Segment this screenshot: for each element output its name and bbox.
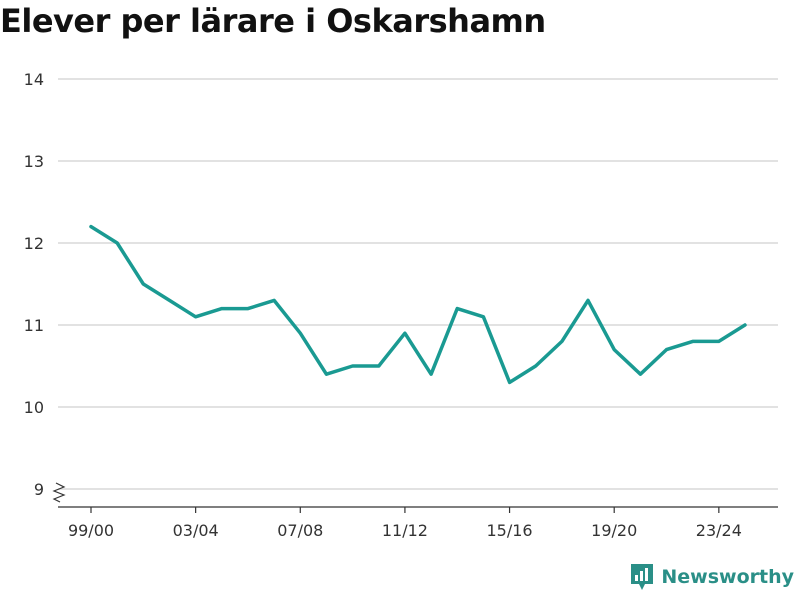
- data-point: [194, 315, 197, 318]
- x-tick-label: 23/24: [696, 521, 742, 540]
- data-point: [508, 381, 511, 384]
- data-point: [744, 324, 747, 327]
- x-tick-label: 07/08: [277, 521, 323, 540]
- x-tick-label: 19/20: [591, 521, 637, 540]
- data-point: [665, 348, 668, 351]
- data-point: [430, 373, 433, 376]
- data-point: [691, 340, 694, 343]
- data-point: [613, 348, 616, 351]
- y-tick-label: 13: [24, 152, 44, 171]
- data-point: [534, 365, 537, 368]
- tick-labels: 9 10 11 12 13 14 99/00 03/04 07/08 11/12 15/16 19/2…: [24, 70, 742, 540]
- data-point: [403, 332, 406, 335]
- y-tick-label: 10: [24, 398, 44, 417]
- data-point: [482, 315, 485, 318]
- y-tick-label: 14: [24, 70, 44, 89]
- data-point: [639, 373, 642, 376]
- y-tick-label: 9: [34, 480, 44, 499]
- brand-name: Newsworthy: [661, 566, 794, 588]
- data-point: [717, 340, 720, 343]
- x-tick-label: 03/04: [173, 521, 219, 540]
- data-point: [587, 299, 590, 302]
- data-point: [351, 365, 354, 368]
- x-tick-label: 15/16: [487, 521, 533, 540]
- data-point: [168, 299, 171, 302]
- data-point: [90, 225, 93, 228]
- y-tick-label: 12: [24, 234, 44, 253]
- data-point: [456, 307, 459, 310]
- newsworthy-logo-icon: [631, 564, 654, 590]
- grid-lines: [58, 78, 778, 490]
- x-tick-label: 11/12: [382, 521, 428, 540]
- series-layer: [89, 224, 747, 385]
- chart-title: Elever per lärare i Oskarshamn: [0, 2, 546, 40]
- axis-break-icon: [52, 482, 66, 503]
- x-tick-label: 99/00: [68, 521, 114, 540]
- data-point: [220, 307, 223, 310]
- series-line: [89, 224, 747, 385]
- data-point: [560, 340, 563, 343]
- data-point: [325, 373, 328, 376]
- axes: [52, 482, 778, 513]
- data-point: [377, 365, 380, 368]
- data-point: [246, 307, 249, 310]
- y-tick-label: 11: [24, 316, 44, 335]
- data-point: [273, 299, 276, 302]
- data-point: [299, 332, 302, 335]
- brand-logo: Newsworthy: [629, 562, 794, 592]
- data-point: [116, 242, 119, 245]
- data-point: [142, 283, 145, 286]
